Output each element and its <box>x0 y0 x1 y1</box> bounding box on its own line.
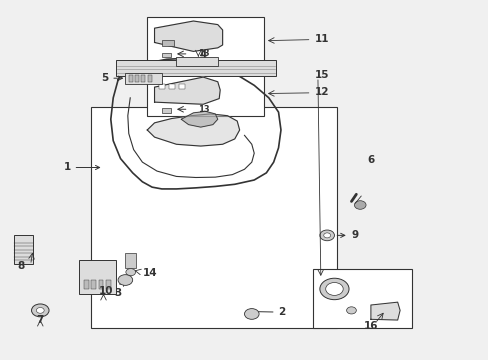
Text: 14: 14 <box>142 268 157 278</box>
Bar <box>106 280 111 289</box>
Bar <box>141 75 145 82</box>
Bar <box>147 18 264 66</box>
Bar <box>91 280 96 289</box>
Circle shape <box>354 201 366 209</box>
Bar <box>162 108 170 113</box>
Circle shape <box>346 307 356 314</box>
Bar <box>162 40 174 46</box>
Polygon shape <box>370 302 399 320</box>
Bar <box>91 107 336 328</box>
Bar <box>125 73 162 84</box>
Text: 11: 11 <box>314 34 329 44</box>
Bar <box>312 269 411 328</box>
Bar <box>116 60 276 76</box>
Circle shape <box>244 309 259 319</box>
Bar <box>176 57 217 66</box>
Text: 4: 4 <box>199 50 206 60</box>
Text: 9: 9 <box>337 230 358 240</box>
Bar <box>125 253 136 267</box>
Circle shape <box>36 307 44 313</box>
Bar <box>147 75 151 82</box>
Text: 13: 13 <box>198 49 209 58</box>
Bar <box>147 71 264 116</box>
Text: 1: 1 <box>63 162 100 172</box>
Bar <box>159 84 165 89</box>
Text: 6: 6 <box>366 156 374 165</box>
Text: 13: 13 <box>198 105 209 114</box>
Text: 15: 15 <box>314 69 328 80</box>
Text: 8: 8 <box>18 261 25 271</box>
Text: 3: 3 <box>114 282 123 297</box>
Text: 10: 10 <box>99 286 113 296</box>
Polygon shape <box>154 21 222 51</box>
Bar <box>99 280 103 289</box>
Text: 5: 5 <box>101 73 122 83</box>
Text: 16: 16 <box>363 321 377 332</box>
Circle shape <box>118 275 132 285</box>
Bar <box>14 235 33 264</box>
Polygon shape <box>147 114 239 146</box>
Polygon shape <box>154 77 220 104</box>
Circle shape <box>319 230 334 241</box>
Circle shape <box>31 304 49 317</box>
Text: 2: 2 <box>250 307 285 317</box>
Bar <box>79 260 116 294</box>
Circle shape <box>325 283 343 296</box>
Polygon shape <box>181 111 217 127</box>
Bar <box>162 53 170 58</box>
Text: 7: 7 <box>37 315 44 325</box>
Bar <box>128 75 132 82</box>
Text: 12: 12 <box>314 87 329 98</box>
Circle shape <box>323 233 330 238</box>
Bar <box>84 280 89 289</box>
Bar <box>135 75 139 82</box>
Circle shape <box>125 269 135 276</box>
Bar <box>169 84 175 89</box>
Circle shape <box>319 278 348 300</box>
Bar <box>179 84 184 89</box>
